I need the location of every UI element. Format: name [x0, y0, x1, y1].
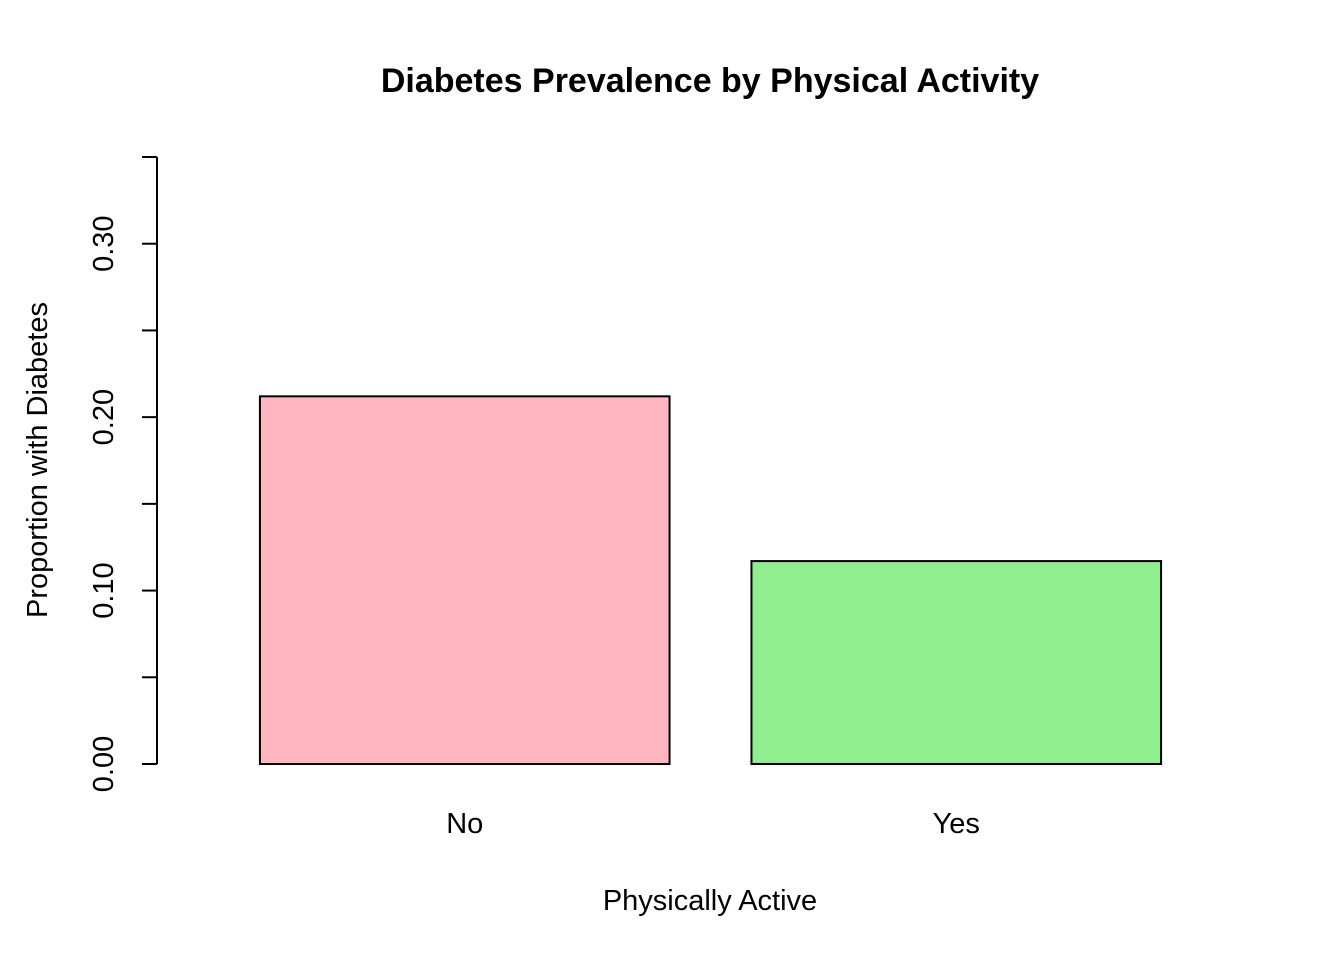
chart-title: Diabetes Prevalence by Physical Activity	[381, 62, 1039, 100]
x-axis-label: Physically Active	[603, 885, 817, 917]
x-tick-label: Yes	[933, 808, 980, 840]
bar-no	[258, 395, 671, 765]
y-tick-label: 0.00	[88, 736, 120, 792]
y-tick-label: 0.20	[88, 389, 120, 445]
y-tick-label: 0.30	[88, 215, 120, 271]
bars-group	[258, 395, 1163, 765]
x-axis-tick-labels: No Yes	[446, 808, 980, 840]
y-axis-label: Proportion with Diabetes	[22, 302, 54, 618]
y-tick-label: 0.10	[88, 562, 120, 618]
x-tick-label: No	[446, 808, 483, 840]
y-axis-ticks: 0.00 0.10 0.20 0.30	[88, 156, 157, 792]
bar-yes	[750, 560, 1163, 765]
